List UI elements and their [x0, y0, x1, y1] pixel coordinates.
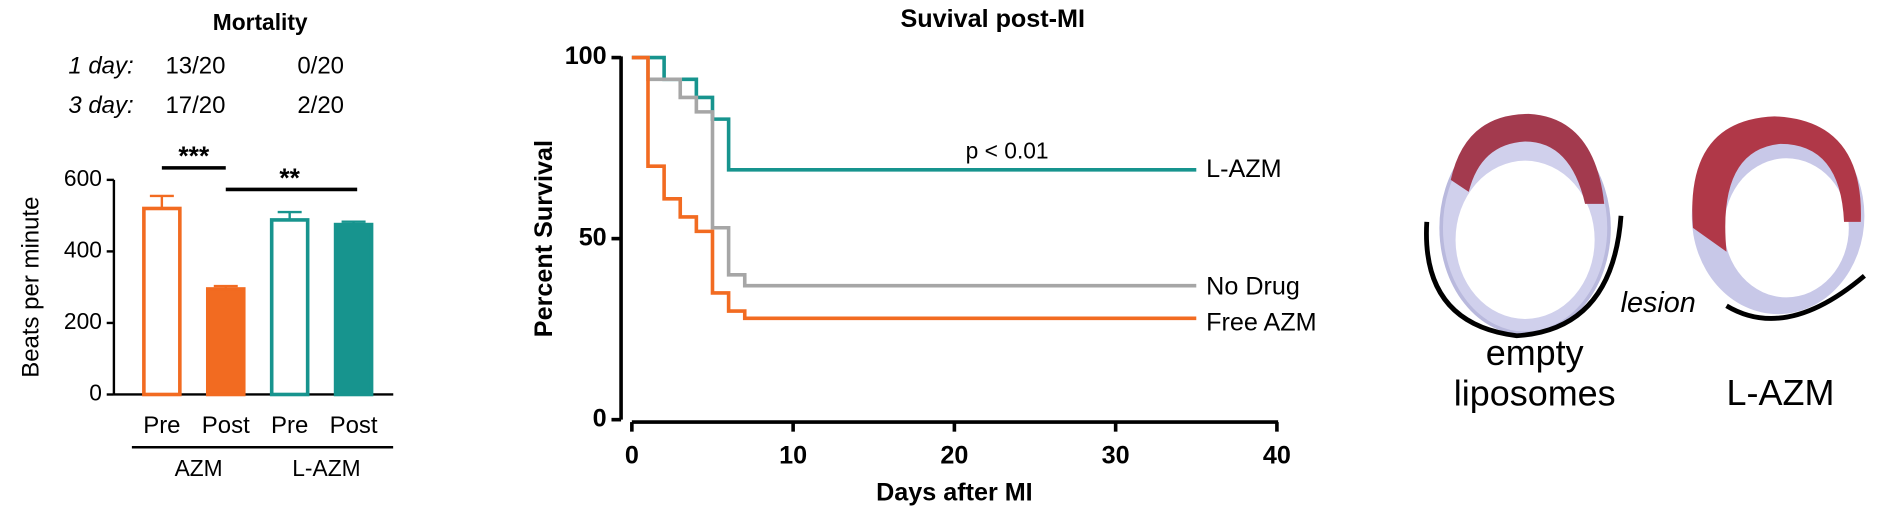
mortality-value: 2/20 [297, 92, 344, 119]
histology-label: empty liposomes [1454, 331, 1616, 413]
y-tick-label: 50 [579, 223, 607, 251]
x-tick-label: Pre [143, 412, 180, 439]
y-axis-label: Beats per minute [18, 197, 45, 378]
x-tick-label: 40 [1263, 441, 1291, 469]
histology-label: L-AZM [1727, 372, 1835, 413]
x-axis-label: Days after MI [876, 479, 1033, 507]
bar [142, 206, 182, 397]
y-axis-label: Percent Survival [530, 140, 558, 337]
x-tick-label: Pre [271, 412, 308, 439]
significance-label: ** [279, 163, 300, 193]
group-label: L-AZM [292, 455, 360, 481]
lumen [1724, 158, 1849, 298]
series-label: Free AZM [1206, 308, 1316, 336]
survival-line [631, 55, 1197, 288]
y-tick-label: 100 [565, 42, 607, 70]
group-label: AZM [175, 455, 223, 481]
tissue [1450, 113, 1605, 204]
series-label: No Drug [1206, 272, 1300, 300]
x-tick-label: 20 [940, 441, 968, 469]
lumen [1455, 160, 1595, 319]
x-tick-label: 0 [625, 441, 639, 469]
lesion-label: lesion [1621, 287, 1696, 319]
series-label: L-AZM [1206, 155, 1281, 183]
bar [333, 222, 374, 397]
x-tick-label: 10 [779, 441, 807, 469]
mortality-value: 17/20 [165, 92, 225, 119]
x-tick-label: Post [330, 412, 378, 439]
x-tick-label: 30 [1102, 441, 1130, 469]
x-tick-label: Post [202, 412, 250, 439]
y-tick-label: 0 [89, 380, 102, 406]
bar [205, 287, 246, 397]
survival-line [631, 55, 1197, 321]
lesion-arc [1725, 273, 1866, 321]
significance-label: *** [178, 141, 210, 171]
mortality-value: 13/20 [165, 52, 225, 79]
y-tick-label: 600 [64, 165, 102, 191]
y-tick-label: 200 [64, 308, 102, 334]
mortality-value: 0/20 [297, 52, 344, 79]
chart-title: Suvival post-MI [900, 5, 1085, 33]
mortality-title: Mortality [213, 9, 308, 35]
survival-line [631, 55, 1197, 172]
row-label: 1 day: [68, 52, 133, 79]
p-value: p < 0.01 [966, 137, 1049, 163]
y-tick-label: 0 [593, 404, 607, 432]
y-tick-label: 400 [64, 236, 102, 262]
row-label: 3 day: [68, 92, 133, 119]
bar [269, 218, 310, 397]
lesion-arc [1424, 215, 1624, 339]
histology: lesion empty liposomes L-AZM [1424, 113, 1866, 413]
tissue [1692, 116, 1861, 252]
